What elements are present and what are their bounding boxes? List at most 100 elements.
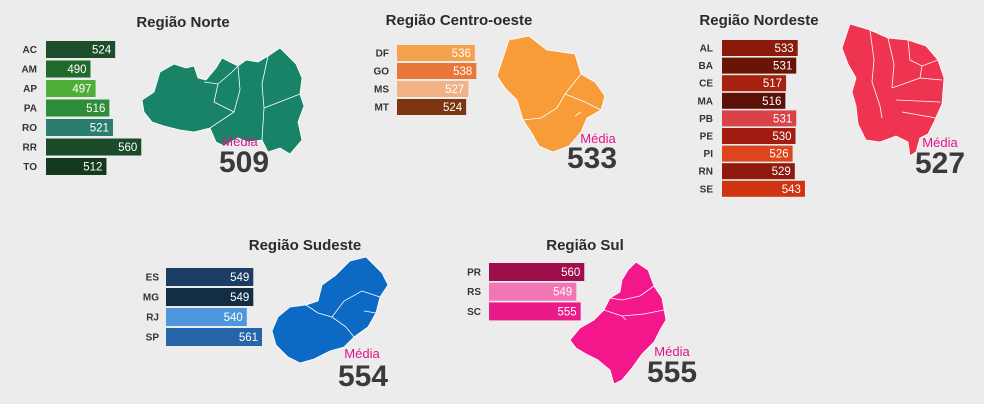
state-bar <box>722 57 797 74</box>
state-bar <box>722 110 797 127</box>
media-label: Média <box>922 135 958 150</box>
region-map <box>569 261 667 385</box>
state-border <box>331 290 381 318</box>
region-title: Região Sul <box>546 237 624 254</box>
state-bar <box>397 81 469 97</box>
state-border <box>203 65 239 85</box>
state-bar <box>722 40 798 56</box>
state-border <box>213 83 235 113</box>
bar-value-label: 561 <box>239 332 258 344</box>
media-value: 555 <box>647 356 697 389</box>
bar-value-label: 521 <box>90 123 109 135</box>
state-label: AM <box>21 65 37 76</box>
state-bar <box>722 75 787 92</box>
state-label: RJ <box>146 313 159 324</box>
state-label: PI <box>704 149 714 160</box>
bar-value-label: 533 <box>775 43 794 55</box>
state-bar <box>166 288 254 306</box>
state-bar <box>166 328 262 346</box>
state-border <box>609 285 655 301</box>
state-label: RO <box>22 123 37 134</box>
region-chart: Região Norte AC 524 AM 490 AP 497 PA 516 RO 521 RR 5… <box>21 14 305 179</box>
region-title: Região Sudeste <box>249 237 362 254</box>
media-value: 533 <box>567 142 617 175</box>
bar-value-label: 536 <box>452 48 471 60</box>
bar-value-label: 517 <box>763 78 782 90</box>
bar-value-label: 527 <box>445 84 464 96</box>
bar-value-label: 543 <box>782 184 801 196</box>
region-map <box>841 23 945 157</box>
region-title: Região Centro-oeste <box>386 12 533 29</box>
region-title: Região Norte <box>136 14 229 31</box>
state-label: MT <box>375 103 389 114</box>
state-bar <box>489 282 577 301</box>
bar-value-label: 531 <box>773 113 792 125</box>
bar-value-label: 549 <box>230 292 249 304</box>
state-bar <box>722 163 795 180</box>
bar-value-label: 531 <box>773 61 792 73</box>
state-label: PB <box>699 114 713 125</box>
state-label: MG <box>143 293 159 304</box>
state-bar <box>722 180 805 197</box>
region-chart: Região Sudeste ES 549 MG 549 RJ 540 SP 561 Média5… <box>143 237 389 393</box>
state-border <box>363 310 377 314</box>
media-label: Média <box>580 131 616 146</box>
state-bar <box>166 308 247 326</box>
region-chart: Região Nordeste AL 533 BA 531 CE 517 MA 516 PB 531… <box>697 12 965 197</box>
state-border <box>869 29 883 119</box>
bar-value-label: 549 <box>230 272 249 284</box>
media-value: 527 <box>915 147 965 180</box>
bar-value-label: 524 <box>92 45 112 57</box>
bar-value-label: 516 <box>86 103 105 115</box>
state-bar <box>46 60 91 78</box>
state-bar <box>397 45 475 61</box>
region-map <box>496 35 606 153</box>
state-bar <box>722 145 793 162</box>
state-label: SE <box>700 184 714 195</box>
state-border <box>574 111 582 117</box>
state-bar <box>46 158 107 175</box>
region-map <box>271 256 389 364</box>
state-label: AC <box>23 45 37 56</box>
media-label: Média <box>654 344 690 359</box>
state-label: RN <box>699 167 713 178</box>
state-bar <box>46 41 116 58</box>
region-map <box>141 47 305 155</box>
state-border <box>887 37 895 89</box>
bar-value-label: 516 <box>762 96 781 108</box>
state-border <box>261 55 269 141</box>
state-bar <box>722 92 786 109</box>
bar-value-label: 540 <box>224 312 243 324</box>
state-bar <box>489 302 581 321</box>
bar-value-label: 524 <box>443 102 463 114</box>
bar-value-label: 530 <box>772 131 791 143</box>
state-bar <box>722 128 796 144</box>
media-label: Média <box>344 346 380 361</box>
media-label: Média <box>222 134 258 149</box>
region-map-shape <box>841 23 945 157</box>
state-border <box>263 93 301 109</box>
state-bar <box>46 119 113 136</box>
bar-value-label: 538 <box>453 66 472 78</box>
state-border <box>891 77 921 89</box>
state-border <box>522 73 582 121</box>
state-bar <box>46 99 110 117</box>
state-border <box>209 65 241 129</box>
state-label: PR <box>467 268 482 279</box>
bar-value-label: 526 <box>769 149 788 161</box>
state-label: MA <box>697 96 713 107</box>
region-map-shape <box>271 256 389 364</box>
state-bar <box>166 268 254 286</box>
bar-value-label: 560 <box>561 267 580 279</box>
state-label: SC <box>467 307 481 318</box>
state-border <box>907 39 939 67</box>
region-map-shape <box>569 261 667 385</box>
state-border <box>603 309 665 317</box>
state-label: ES <box>146 273 160 284</box>
state-border <box>895 99 941 103</box>
bar-value-label: 555 <box>557 306 576 318</box>
state-label: GO <box>373 67 389 78</box>
state-bar <box>46 138 142 156</box>
state-label: PE <box>700 132 714 143</box>
